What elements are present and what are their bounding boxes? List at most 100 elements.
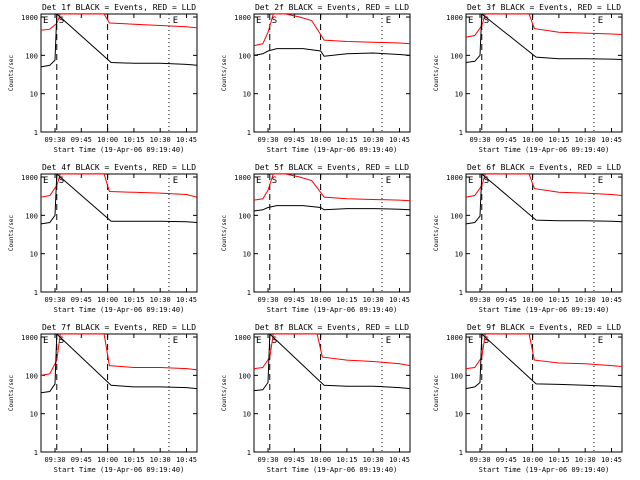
x-tick-label: 09:45 (71, 136, 92, 144)
x-tick-label: 10:00 (97, 456, 118, 464)
x-axis-label: Start Time (19-Apr-06 09:19:40) (54, 466, 185, 474)
x-tick-label: 10:15 (336, 136, 357, 144)
event-marker: E (598, 16, 603, 26)
detector-panel: Det 2f BLACK = Events, RED = LLD 1 10 100 10… (221, 3, 411, 154)
detector-panel: Det 6f BLACK = Events, RED = LLD 1 10 100 10… (433, 163, 623, 314)
x-tick-label: 10:00 (310, 456, 331, 464)
detector-panel: Det 8f BLACK = Events, RED = LLD 1 10 100 10… (221, 323, 411, 474)
events-series-line (254, 334, 410, 392)
event-marker: E (468, 176, 473, 186)
y-tick-label: 1000 (446, 334, 463, 342)
x-tick-label: 09:30 (257, 296, 278, 304)
x-tick-label: 10:45 (389, 456, 410, 464)
event-marker: E (598, 176, 603, 186)
y-tick-label: 1 (34, 129, 38, 137)
event-marker: S (59, 16, 64, 26)
y-tick-label: 1000 (446, 14, 463, 22)
y-tick-label: 10 (243, 251, 251, 259)
y-tick-label: 10 (243, 91, 251, 99)
events-series-line (466, 334, 622, 390)
event-marker: S (59, 336, 64, 346)
detector-panel: Det 3f BLACK = Events, RED = LLD 1 10 100 10… (433, 3, 623, 154)
x-tick-label: 09:45 (496, 456, 517, 464)
x-tick-label: 09:45 (496, 136, 517, 144)
plot-frame (253, 13, 411, 133)
y-tick-label: 10 (455, 91, 463, 99)
event-marker: S (484, 336, 489, 346)
plot-frame (465, 13, 623, 133)
x-tick-label: 10:00 (310, 136, 331, 144)
x-axis-label: Start Time (19-Apr-06 09:19:40) (479, 306, 610, 314)
x-tick-label: 10:30 (575, 296, 596, 304)
event-marker: S (59, 176, 64, 186)
x-tick-label: 10:30 (575, 456, 596, 464)
y-tick-label: 100 (238, 372, 251, 380)
x-tick-label: 10:15 (123, 456, 144, 464)
x-tick-label: 10:15 (336, 296, 357, 304)
detector-panel: Det 9f BLACK = Events, RED = LLD 1 10 100 10… (433, 323, 623, 474)
y-tick-label: 100 (238, 212, 251, 220)
y-tick-label: 1000 (21, 174, 38, 182)
x-tick-label: 10:30 (150, 296, 171, 304)
panel-title: Det 9f BLACK = Events, RED = LLD (467, 323, 621, 332)
x-tick-label: 09:45 (284, 136, 305, 144)
y-tick-label: 100 (450, 212, 463, 220)
y-tick-label: 1 (34, 449, 38, 457)
y-tick-label: 100 (450, 372, 463, 380)
lld-series-line (41, 174, 197, 198)
event-marker: S (484, 176, 489, 186)
x-tick-label: 10:45 (601, 136, 622, 144)
y-axis-label: Counts/sec (8, 55, 15, 92)
events-series-line (41, 14, 197, 68)
event-marker: E (173, 336, 178, 346)
panel-title: Det 8f BLACK = Events, RED = LLD (255, 323, 409, 332)
x-tick-label: 10:15 (123, 136, 144, 144)
y-tick-label: 1000 (21, 334, 38, 342)
x-tick-label: 09:45 (496, 296, 517, 304)
x-axis-label: Start Time (19-Apr-06 09:19:40) (54, 146, 185, 154)
y-tick-label: 10 (455, 411, 463, 419)
x-tick-label: 10:00 (97, 296, 118, 304)
y-tick-label: 10 (243, 411, 251, 419)
y-tick-label: 100 (25, 52, 38, 60)
event-marker: S (272, 176, 277, 186)
x-tick-label: 10:45 (389, 136, 410, 144)
x-tick-label: 10:45 (176, 456, 197, 464)
event-marker: S (272, 336, 277, 346)
y-tick-label: 1 (247, 449, 251, 457)
lld-series-line (466, 174, 622, 198)
panel-title: Det 5f BLACK = Events, RED = LLD (255, 163, 409, 172)
x-tick-label: 10:45 (389, 296, 410, 304)
y-tick-label: 1000 (446, 174, 463, 182)
x-tick-label: 10:30 (575, 136, 596, 144)
event-marker: E (173, 176, 178, 186)
event-marker: E (468, 336, 473, 346)
event-marker: E (43, 336, 48, 346)
plot-frame (40, 333, 198, 453)
x-tick-label: 10:00 (522, 136, 543, 144)
x-tick-label: 10:15 (548, 456, 569, 464)
x-tick-label: 10:00 (97, 136, 118, 144)
y-tick-label: 1000 (234, 334, 251, 342)
y-tick-label: 1 (459, 129, 463, 137)
lld-series-line (41, 14, 197, 31)
x-tick-label: 09:30 (257, 456, 278, 464)
y-tick-label: 1000 (234, 174, 251, 182)
y-tick-label: 100 (25, 372, 38, 380)
event-marker: E (43, 176, 48, 186)
x-tick-label: 10:30 (363, 296, 384, 304)
x-tick-label: 10:00 (310, 296, 331, 304)
x-tick-label: 10:45 (601, 456, 622, 464)
y-tick-label: 10 (30, 411, 38, 419)
detector-panel: Det 5f BLACK = Events, RED = LLD 1 10 100 10… (221, 163, 411, 314)
lld-series-line (466, 334, 622, 370)
x-tick-label: 09:30 (44, 136, 65, 144)
x-tick-label: 10:45 (176, 136, 197, 144)
x-axis-label: Start Time (19-Apr-06 09:19:40) (479, 146, 610, 154)
x-tick-label: 10:15 (123, 296, 144, 304)
x-tick-label: 09:45 (71, 296, 92, 304)
y-axis-label: Counts/sec (8, 375, 15, 412)
x-axis-label: Start Time (19-Apr-06 09:19:40) (54, 306, 185, 314)
event-marker: E (386, 176, 391, 186)
x-tick-label: 10:30 (150, 136, 171, 144)
